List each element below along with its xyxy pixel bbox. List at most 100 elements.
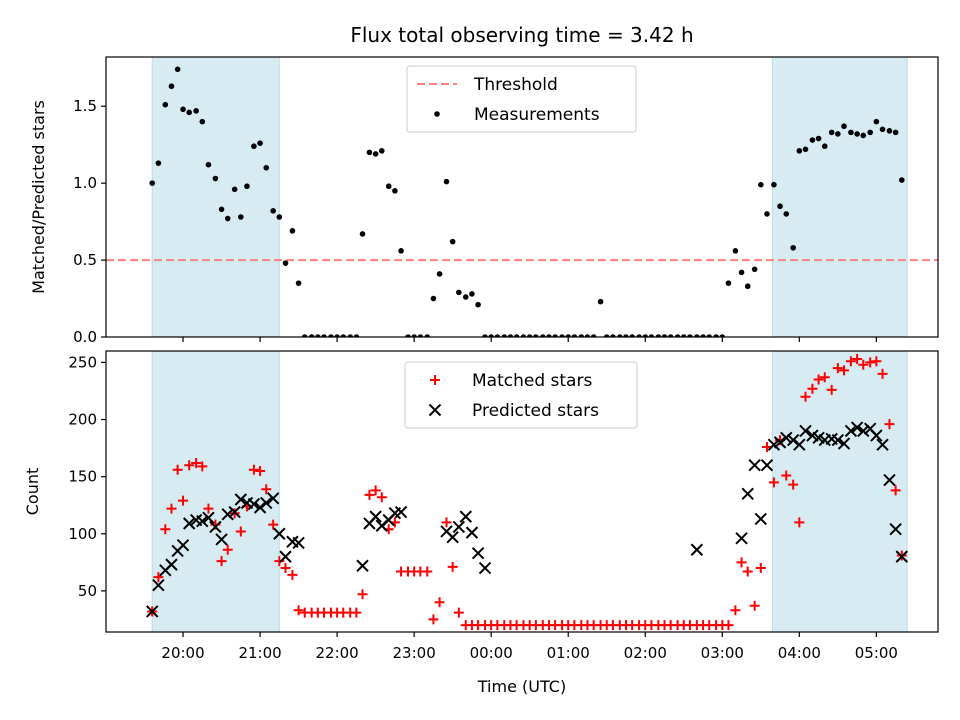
predicted-stars-point <box>196 514 209 528</box>
count-panel: 50 100 150 200 250 20:00 21:00 22:00 23:00 00:00 0… <box>23 350 939 662</box>
legend-box <box>404 361 638 429</box>
measurement-point <box>809 137 816 143</box>
y-tick-label: 100 <box>68 525 97 543</box>
legend: Threshold Measurements <box>406 65 637 133</box>
measurement-point <box>205 161 212 168</box>
x-tick-label: 00:00 <box>470 644 513 662</box>
measurement-point <box>270 208 276 214</box>
measurement-point <box>841 123 847 130</box>
measurement-point <box>328 334 334 337</box>
y-tick-label: 200 <box>68 411 97 429</box>
predicted-stars-point <box>889 522 902 536</box>
predicted-stars-point <box>793 438 806 451</box>
measurement-point <box>610 334 616 337</box>
measurement-point <box>744 283 751 290</box>
measurement-point <box>796 148 803 154</box>
predicted-stars-point <box>253 501 267 514</box>
predicted-stars-point <box>844 424 858 438</box>
matched-stars-point <box>877 368 888 379</box>
predicted-stars-point <box>260 496 273 510</box>
predicted-stars-point <box>221 508 234 521</box>
y-tick-label: 1.0 <box>73 174 97 192</box>
matched-stars-point <box>736 557 747 568</box>
measurement-point <box>661 334 668 337</box>
predicted-stars-point <box>165 558 178 571</box>
measurement-point <box>617 334 623 337</box>
data-marks <box>146 353 909 631</box>
matched-stars-point <box>178 495 189 506</box>
measurement-point <box>821 143 828 150</box>
measurement-point <box>758 181 764 188</box>
matched-stars-point <box>351 607 362 618</box>
x-axis-title: Time (UTC) <box>477 677 566 696</box>
predicted-stars-point <box>228 505 241 519</box>
measurement-point <box>180 106 186 113</box>
y-axis-title: Matched/Predicted stars <box>29 100 48 294</box>
y-tick-label: 50 <box>78 582 97 600</box>
measurement-point <box>648 334 655 337</box>
predicted-stars-point <box>895 550 909 563</box>
measurement-point <box>257 140 263 146</box>
measurement-point <box>694 334 700 337</box>
measurement-point <box>802 146 809 153</box>
matched-stars-point <box>852 353 863 364</box>
matched-stars-point <box>268 519 279 530</box>
predicted-stars-point <box>478 561 492 575</box>
predicted-stars-point <box>786 433 800 447</box>
measurement-point <box>725 280 732 286</box>
legend-matched-swatch <box>430 375 440 385</box>
matched-stars-point <box>172 464 183 475</box>
measurement-point <box>321 334 327 337</box>
predicted-stars-point <box>215 533 228 546</box>
predicted-stars-point <box>471 546 485 560</box>
measurement-point <box>295 280 302 286</box>
measurement-point <box>751 266 758 273</box>
measurement-point <box>526 334 533 337</box>
predicted-stars-point <box>870 429 883 442</box>
measurement-point <box>578 334 585 337</box>
predicted-stars-point <box>748 459 761 472</box>
measurement-point <box>867 129 874 136</box>
matched-stars-point <box>293 605 304 616</box>
matched-stars-point <box>197 461 208 472</box>
predicted-stars-point <box>452 520 466 534</box>
matched-stars-point <box>280 563 291 574</box>
x-tick-label: 04:00 <box>778 644 821 662</box>
measurement-point <box>603 334 610 337</box>
matched-stars-point <box>235 526 246 537</box>
measurement-point <box>873 118 880 125</box>
predicted-stars-point <box>176 538 190 552</box>
measurement-point <box>174 66 181 73</box>
measurement-point <box>533 334 539 337</box>
measurement-point <box>276 214 283 220</box>
measurement-point <box>706 334 712 337</box>
measurement-point <box>366 149 373 156</box>
predicted-stars-point <box>146 605 159 618</box>
predicted-stars-point <box>754 512 768 526</box>
measurement-point <box>392 188 398 194</box>
measurement-point <box>623 334 629 337</box>
matched-stars-point <box>832 363 843 374</box>
matched-stars-point <box>755 563 766 574</box>
predicted-stars-point <box>735 532 748 545</box>
measurement-point <box>218 206 225 213</box>
matched-stars-point <box>357 589 368 600</box>
measurement-point <box>353 334 360 337</box>
measurement-point <box>411 334 417 337</box>
predicted-stars-point <box>279 550 292 563</box>
legend-predicted-swatch <box>428 403 442 417</box>
measurement-point <box>417 334 424 337</box>
measurement-point <box>571 334 578 337</box>
measurement-point <box>507 334 514 337</box>
measurement-point <box>860 132 867 139</box>
measurement-point <box>764 211 770 217</box>
measurement-point <box>777 203 783 210</box>
measurement-point <box>199 118 206 125</box>
matched-stars-point <box>422 566 433 577</box>
predicted-stars-point <box>799 424 812 438</box>
predicted-stars-point <box>152 578 165 592</box>
measurement-point <box>815 135 822 142</box>
measurement-point <box>186 109 192 116</box>
matched-stars-point <box>788 479 799 490</box>
predicted-stars-point <box>831 433 845 447</box>
